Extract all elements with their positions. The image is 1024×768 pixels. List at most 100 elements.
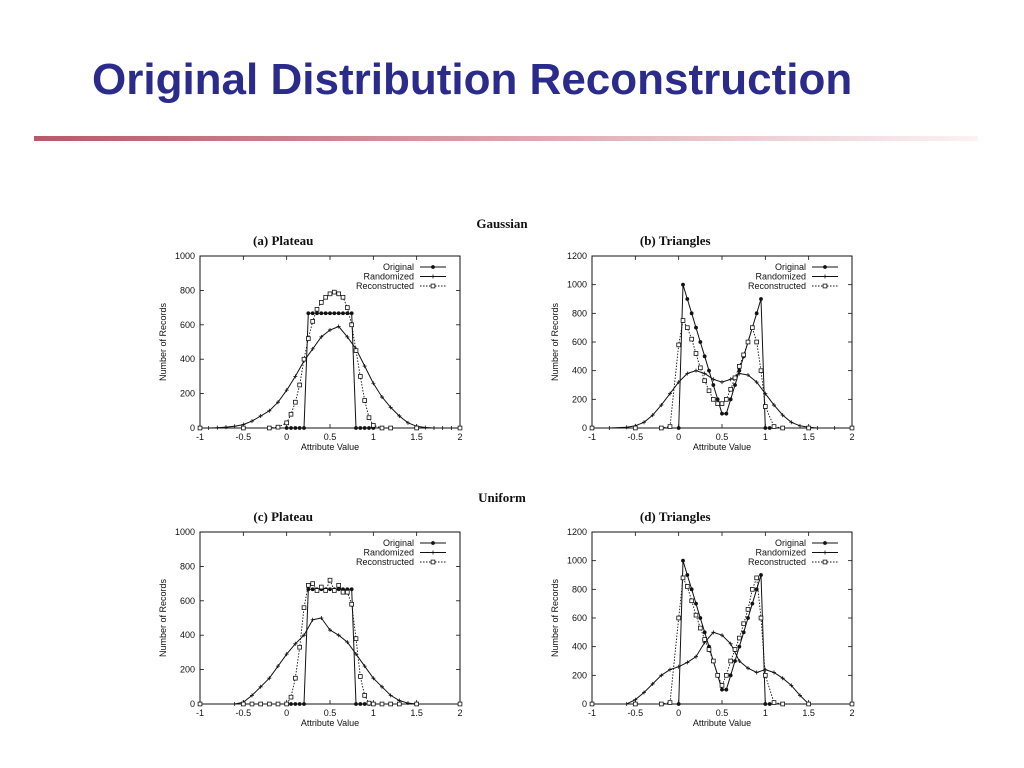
data-point [319, 311, 324, 316]
data-point [728, 641, 733, 646]
data-point [345, 311, 350, 316]
data-point [341, 311, 345, 316]
data-point [406, 420, 410, 425]
data-point [345, 334, 350, 339]
data-point [371, 676, 376, 681]
data-point [720, 687, 724, 692]
x-tick-label: 0 [284, 432, 289, 442]
data-point [668, 391, 672, 396]
y-tick-label: 0 [190, 423, 195, 433]
data-point [767, 702, 772, 706]
data-point [336, 324, 341, 329]
data-point [310, 346, 315, 351]
data-point [711, 383, 716, 387]
series-line [592, 560, 852, 705]
data-point [745, 339, 751, 345]
legend-marker [431, 550, 435, 555]
data-point [371, 701, 376, 707]
data-point [849, 701, 855, 707]
data-point [728, 397, 733, 402]
data-point [681, 282, 685, 287]
data-point [379, 701, 385, 707]
series-original [590, 282, 854, 430]
data-point [306, 336, 311, 341]
y-tick-label: 200 [180, 389, 195, 399]
data-point [711, 658, 716, 664]
data-point [589, 425, 595, 431]
group-title-gaussian: Gaussian [476, 216, 528, 231]
data-point [720, 633, 724, 638]
data-point [849, 425, 855, 431]
data-point [388, 693, 393, 698]
data-point [694, 654, 698, 659]
data-point [310, 311, 315, 316]
data-point [689, 598, 694, 604]
data-point [759, 573, 763, 577]
y-tick-label: 400 [180, 630, 195, 640]
data-point [345, 589, 350, 595]
data-point [694, 368, 698, 373]
data-point [349, 601, 354, 607]
series-reconstructed [197, 289, 463, 431]
data-point [267, 425, 272, 431]
data-point [358, 426, 363, 430]
y-tick-label: 400 [572, 642, 587, 652]
series-randomized [590, 368, 854, 430]
data-point [719, 401, 725, 406]
x-tick-label: 0 [676, 708, 681, 718]
y-tick-label: 600 [572, 613, 587, 623]
data-point [746, 372, 750, 377]
data-point [293, 374, 298, 379]
data-point [349, 587, 354, 592]
data-point [302, 702, 306, 706]
data-point [746, 666, 750, 671]
data-point [258, 684, 263, 689]
data-point [353, 348, 359, 353]
data-point [750, 601, 755, 606]
legend-marker [431, 274, 435, 279]
series-original [590, 558, 854, 706]
x-tick-label: 1 [763, 708, 768, 718]
series-line [592, 631, 852, 705]
data-point [297, 382, 302, 388]
data-point [457, 701, 463, 707]
data-point [371, 381, 376, 386]
data-point [650, 413, 655, 418]
data-point [772, 403, 776, 408]
legend-label: Reconstructed [356, 557, 414, 567]
data-point [698, 616, 703, 620]
data-point [362, 398, 367, 403]
data-point [771, 700, 777, 705]
data-point [728, 673, 733, 678]
legend-marker [823, 265, 827, 269]
legend-label: Reconstructed [748, 557, 806, 567]
data-point [728, 386, 733, 392]
data-point [681, 558, 685, 563]
y-tick-label: 400 [572, 366, 587, 376]
data-point [362, 426, 367, 430]
data-point [327, 577, 333, 583]
chart-b-triangles: (b) Triangles 0 200 400 600 800 1000 1200 -1 -0.5… [550, 233, 855, 452]
y-tick-label: 1000 [175, 251, 195, 261]
x-tick-label: 0.5 [716, 432, 729, 442]
chart-d-triangles: (d) Triangles 0 200 400 600 800 1000 1200 -1 -0.5… [550, 509, 855, 728]
x-tick-label: 2 [457, 432, 462, 442]
x-tick-label: 1.5 [410, 708, 423, 718]
data-point [732, 375, 738, 381]
data-point [676, 380, 681, 385]
x-tick-label: 0.5 [324, 432, 337, 442]
data-point [698, 625, 703, 631]
y-tick-label: 1000 [567, 280, 587, 290]
legend-label: Reconstructed [356, 281, 414, 291]
data-point [345, 640, 350, 645]
series-original [198, 311, 462, 430]
data-point [323, 311, 328, 316]
data-point [340, 294, 346, 300]
data-point [741, 621, 746, 627]
data-point [728, 377, 733, 382]
series-randomized [590, 630, 854, 706]
data-point [798, 423, 802, 428]
data-point [780, 413, 785, 418]
data-point [680, 575, 686, 581]
